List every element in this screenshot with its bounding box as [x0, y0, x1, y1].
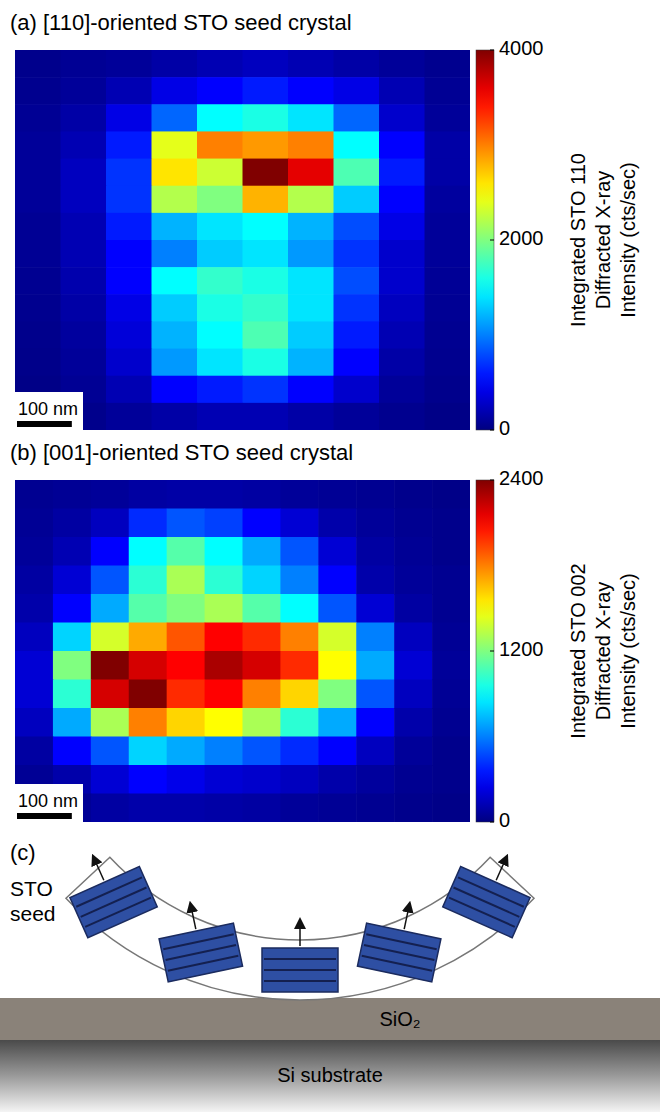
- svg-text:0: 0: [499, 417, 510, 438]
- svg-text:seed: seed: [10, 902, 56, 925]
- svg-text:STO: STO: [10, 877, 53, 900]
- html-text:(b) [001]-oriented STO seed cr: (b) [001]-oriented STO seed crystal: [10, 440, 354, 465]
- svg-text:Si substrate: Si substrate: [277, 1064, 383, 1086]
- svg-text:100 nm: 100 nm: [18, 791, 78, 811]
- html-text:(a) [110]-oriented STO seed cr: (a) [110]-oriented STO seed crystal: [10, 10, 352, 35]
- svg-text:2400: 2400: [499, 467, 544, 489]
- svg-text:Diffracted X-ray: Diffracted X-ray: [592, 171, 614, 310]
- svg-text:Diffracted X-ray: Diffracted X-ray: [592, 582, 614, 721]
- svg-text:2000: 2000: [499, 227, 544, 249]
- svg-text:(c): (c): [10, 840, 36, 865]
- svg-text:0: 0: [499, 809, 510, 830]
- svg-text:SiO₂: SiO₂: [379, 1008, 420, 1030]
- svg-text:100 nm: 100 nm: [18, 399, 78, 419]
- svg-text:1200: 1200: [499, 638, 544, 660]
- svg-text:Intensity (cts/sec): Intensity (cts/sec): [617, 573, 639, 729]
- svg-text:Integrated STO 110: Integrated STO 110: [567, 153, 589, 327]
- svg-text:Intensity (cts/sec): Intensity (cts/sec): [617, 162, 639, 318]
- svg-text:4000: 4000: [499, 37, 544, 59]
- svg-text:Integrated STO 002: Integrated STO 002: [567, 563, 589, 738]
